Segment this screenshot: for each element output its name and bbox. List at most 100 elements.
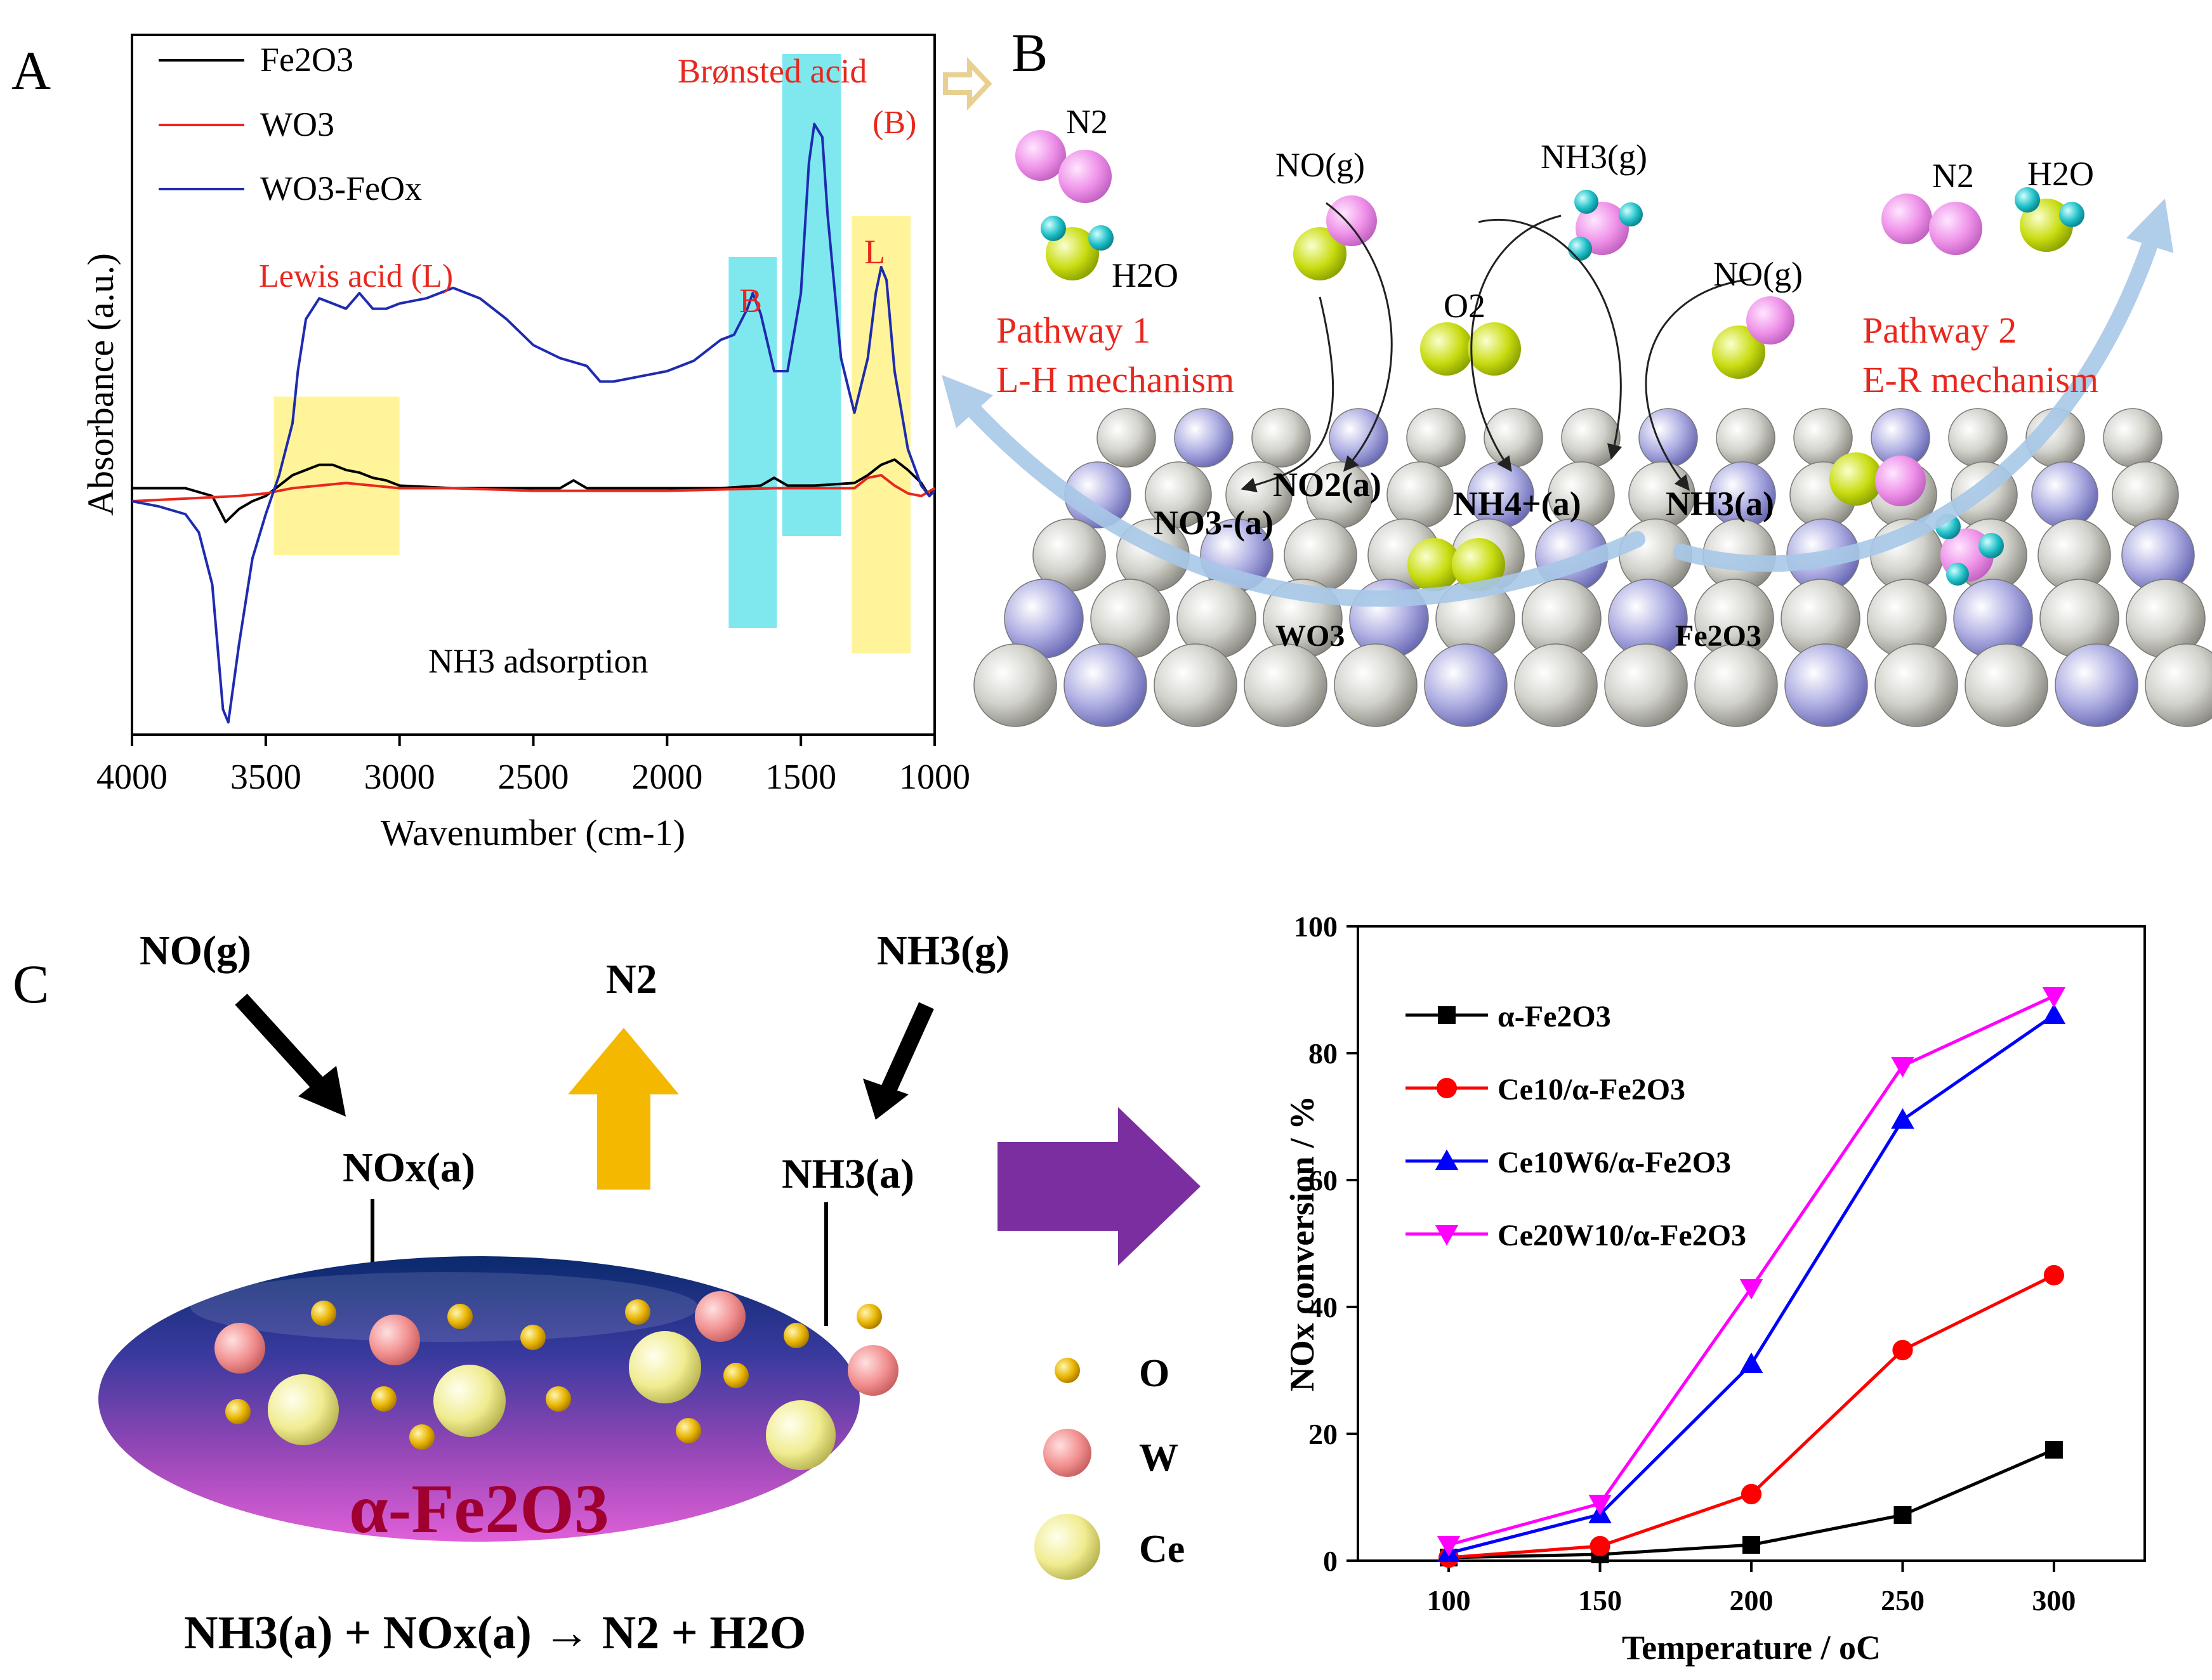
x-tick-label: 4000 (96, 758, 168, 797)
o-particle (225, 1399, 251, 1424)
molecule-atom (1881, 194, 1932, 244)
data-point (1742, 1536, 1760, 1554)
highlight-bands (273, 54, 911, 653)
surface-atom (1063, 643, 1147, 727)
pathway-2-mechanism: E-R mechanism (1862, 359, 2098, 400)
spectrum-line (132, 458, 936, 523)
molecule-atom (1875, 456, 1926, 506)
surface-atom (973, 643, 1057, 727)
o-particle (625, 1299, 650, 1325)
molecule-atom (1468, 322, 1521, 376)
legend-w-dot (1043, 1429, 1091, 1477)
w-particle (848, 1345, 899, 1396)
data-point (1891, 1108, 1914, 1129)
data-point (1435, 1225, 1459, 1246)
legend-c: α-Fe2O3 Ce10/α-Fe2O3 Ce10W6/α-Fe2O3 Ce20W10… (1406, 1000, 1746, 1252)
cycle-arrow-2 (1326, 202, 1393, 472)
axes-c: 100 150 200 250 300 0 20 40 60 80 100 (1294, 910, 2076, 1617)
data-point (1435, 1149, 1459, 1170)
arrow-nh3-head (863, 1079, 909, 1120)
o-particle (784, 1323, 809, 1348)
annotation-b: B (739, 282, 762, 320)
cycle-arrow-4 (1470, 214, 1562, 472)
annotation-bronsted-b: (B) (872, 105, 916, 141)
x-tick-label: 2500 (498, 758, 569, 797)
legend-label-wo3: WO3 (260, 105, 334, 143)
y-tick-label: 40 (1308, 1291, 1338, 1323)
data-point (1437, 1536, 1461, 1557)
data-point (1436, 1077, 1458, 1099)
spectra (131, 122, 936, 724)
surface-atom (1145, 461, 1212, 528)
label-fe2o3-surface: Fe2O3 (1675, 619, 1761, 653)
annotation-l: L (864, 233, 885, 271)
molecule-atom (1326, 195, 1377, 246)
plot-frame-c (1357, 925, 2146, 1562)
data-point (1590, 1535, 1610, 1557)
highlight-band (728, 257, 777, 628)
data-point (2043, 1264, 2065, 1286)
cycle-arrow-5 (1645, 278, 1752, 491)
surface-atom (1604, 643, 1688, 727)
surface-atom (2031, 461, 2098, 528)
surface-atom (1965, 643, 2048, 727)
molecule-atom (1046, 227, 1099, 280)
pathway-2-arrow (1673, 198, 2174, 572)
x-tick-label: 250 (1881, 1584, 1925, 1617)
label-no3-ads: NO3-(a) (1154, 504, 1274, 542)
annotation-lewis: Lewis acid (L) (259, 258, 453, 294)
legend-a: Fe2O3 WO3 WO3-FeOx (159, 41, 422, 207)
surface-atom (1174, 408, 1234, 468)
ce-particle (766, 1400, 836, 1470)
y-tick-label: 60 (1308, 1164, 1338, 1197)
o-particle (447, 1304, 473, 1329)
legend-label: Ce10W6/α-Fe2O3 (1498, 1146, 1731, 1179)
label-nh3-ads-c: NH3(a) (782, 1151, 914, 1197)
n2-up-arrow (568, 1028, 679, 1190)
data-point (2042, 987, 2066, 1008)
molecule-atom (1452, 538, 1505, 591)
data-point (1893, 1506, 1912, 1524)
ce-particle (433, 1365, 506, 1437)
surface-atom (1484, 408, 1543, 468)
data-point (2044, 1441, 2063, 1459)
x-tick-label: 200 (1730, 1584, 1774, 1617)
panel-c-chart: 100 150 200 250 300 0 20 40 60 80 100 α-Fe2O3 Ce10/… (1283, 910, 2146, 1667)
o-particle (857, 1304, 882, 1329)
legend-w-label: W (1139, 1436, 1178, 1480)
x-tick-label: 1500 (765, 758, 836, 797)
surface-atom (1406, 408, 1466, 468)
ce-particle (629, 1331, 701, 1403)
arrow-no-to-surface (235, 994, 330, 1096)
x-axis-label-c: Temperature / oC (1622, 1629, 1881, 1667)
o-particle (371, 1386, 397, 1412)
molecule-atom (1058, 150, 1112, 203)
molecule-atom (1015, 130, 1066, 181)
legend-o-label: O (1139, 1352, 1169, 1395)
x-tick-label: 2000 (631, 758, 702, 797)
annotation-nh3-adsorption: NH3 adsorption (428, 642, 648, 680)
surface-atom (1694, 643, 1778, 727)
molecule-atom (1712, 325, 1765, 379)
label-no2-ads: NO2(a) (1273, 466, 1381, 504)
label-no-gas-1: NO(g) (1275, 146, 1365, 184)
surface-atom (1334, 643, 1418, 727)
label-n2-c: N2 (606, 956, 657, 1002)
pathway-1-arrow (941, 374, 1645, 607)
spectrum-line (131, 474, 936, 502)
series-line (1448, 1273, 2055, 1559)
panel-label-c: C (13, 954, 49, 1014)
label-nh3-gas-c: NH3(g) (877, 928, 1010, 974)
y-axis-label-c: NOx conversion / % (1283, 1096, 1321, 1392)
surface-atom (1096, 408, 1156, 468)
surface-atom (2055, 643, 2138, 727)
surface-atom (1948, 408, 2008, 468)
surface-particles (214, 1291, 899, 1470)
reaction-equation: NH3(a) + NOx(a) → N2 + H2O (184, 1607, 806, 1659)
highlight-band (852, 216, 911, 653)
legend-label: Ce10/α-Fe2O3 (1498, 1073, 1685, 1106)
spectrum-line (131, 122, 936, 724)
legend-ce-label: Ce (1139, 1528, 1185, 1571)
w-particle (369, 1315, 420, 1365)
conversion-series (1437, 987, 2066, 1568)
